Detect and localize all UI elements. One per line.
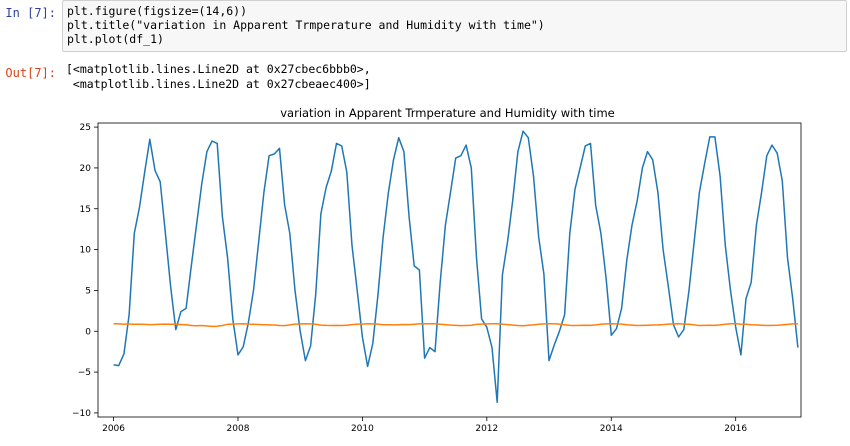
y-tick-label: 15 <box>80 205 91 215</box>
code-input-area[interactable]: plt.figure(figsize=(14,6)) plt.title("va… <box>62 0 847 52</box>
x-tick-label: 2008 <box>227 424 250 434</box>
x-tick-label: 2012 <box>475 424 498 434</box>
y-tick-label: −5 <box>78 368 91 378</box>
y-tick-label: 5 <box>85 286 91 296</box>
x-tick-label: 2014 <box>600 424 623 434</box>
series-line-1 <box>113 130 799 404</box>
chart-title: variation in Apparent Trmperature and Hu… <box>280 106 615 120</box>
y-tick-label: 20 <box>80 164 92 174</box>
y-tick-label: 25 <box>80 123 91 133</box>
y-tick-label: 10 <box>80 246 92 256</box>
code-line: plt.plot(df_1) <box>67 32 164 46</box>
y-tick-label: 0 <box>85 327 91 337</box>
code-line: plt.figure(figsize=(14,6)) <box>67 4 248 18</box>
output-line: [<matplotlib.lines.Line2D at 0x27cbec6bb… <box>66 62 371 76</box>
series-line-2 <box>113 322 798 328</box>
plot-frame <box>97 122 802 418</box>
input-prompt: In [7]: <box>5 6 56 20</box>
x-tick-label: 2016 <box>724 424 747 434</box>
code-line: plt.title("variation in Apparent Trmpera… <box>67 18 545 32</box>
output-prompt: Out[7]: <box>5 66 56 80</box>
y-tick-label: −10 <box>72 409 91 419</box>
x-tick-label: 2006 <box>102 424 125 434</box>
x-tick-label: 2010 <box>351 424 374 434</box>
output-line: <matplotlib.lines.Line2D at 0x27cbeaec40… <box>66 77 371 91</box>
